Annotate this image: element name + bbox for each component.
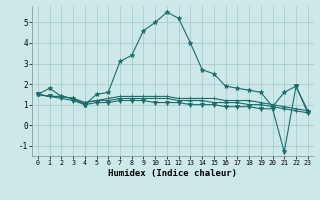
X-axis label: Humidex (Indice chaleur): Humidex (Indice chaleur) [108,169,237,178]
